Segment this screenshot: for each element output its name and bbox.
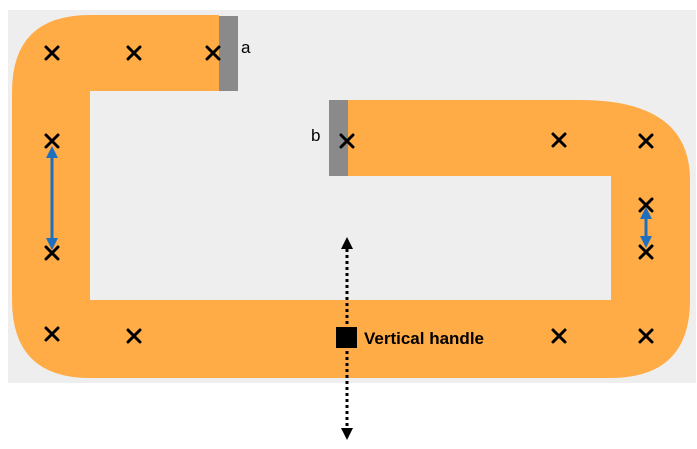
waypoint-marker-9[interactable]	[551, 132, 567, 148]
waypoint-marker-10[interactable]	[638, 133, 654, 149]
x-marker-icon	[126, 328, 142, 344]
x-marker-icon	[551, 328, 567, 344]
waypoint-marker-3[interactable]	[205, 45, 221, 61]
x-marker-icon	[638, 133, 654, 149]
waypoint-marker-13[interactable]	[551, 328, 567, 344]
x-marker-icon	[551, 132, 567, 148]
x-marker-icon	[339, 133, 355, 149]
x-marker-icon	[44, 133, 60, 149]
vertical-handle[interactable]	[336, 327, 357, 348]
x-marker-icon	[638, 328, 654, 344]
waypoint-markers	[44, 45, 654, 344]
waypoint-marker-6[interactable]	[44, 326, 60, 342]
port-a[interactable]	[219, 16, 238, 91]
x-marker-icon	[44, 45, 60, 61]
waypoint-marker-2[interactable]	[126, 45, 142, 61]
waypoint-marker-14[interactable]	[638, 328, 654, 344]
port-b-label: b	[311, 126, 320, 145]
waypoint-marker-1[interactable]	[44, 45, 60, 61]
port-a-label: a	[241, 38, 251, 57]
waypoint-marker-7[interactable]	[126, 328, 142, 344]
waypoint-marker-12[interactable]	[638, 244, 654, 260]
connector-path[interactable]	[12, 15, 690, 378]
waypoint-marker-4[interactable]	[44, 133, 60, 149]
x-marker-icon	[638, 244, 654, 260]
x-marker-icon	[44, 326, 60, 342]
x-marker-icon	[126, 45, 142, 61]
x-marker-icon	[205, 45, 221, 61]
port-b[interactable]	[329, 100, 348, 176]
waypoint-marker-8[interactable]	[339, 133, 355, 149]
vertical-handle-label: Vertical handle	[364, 329, 484, 348]
